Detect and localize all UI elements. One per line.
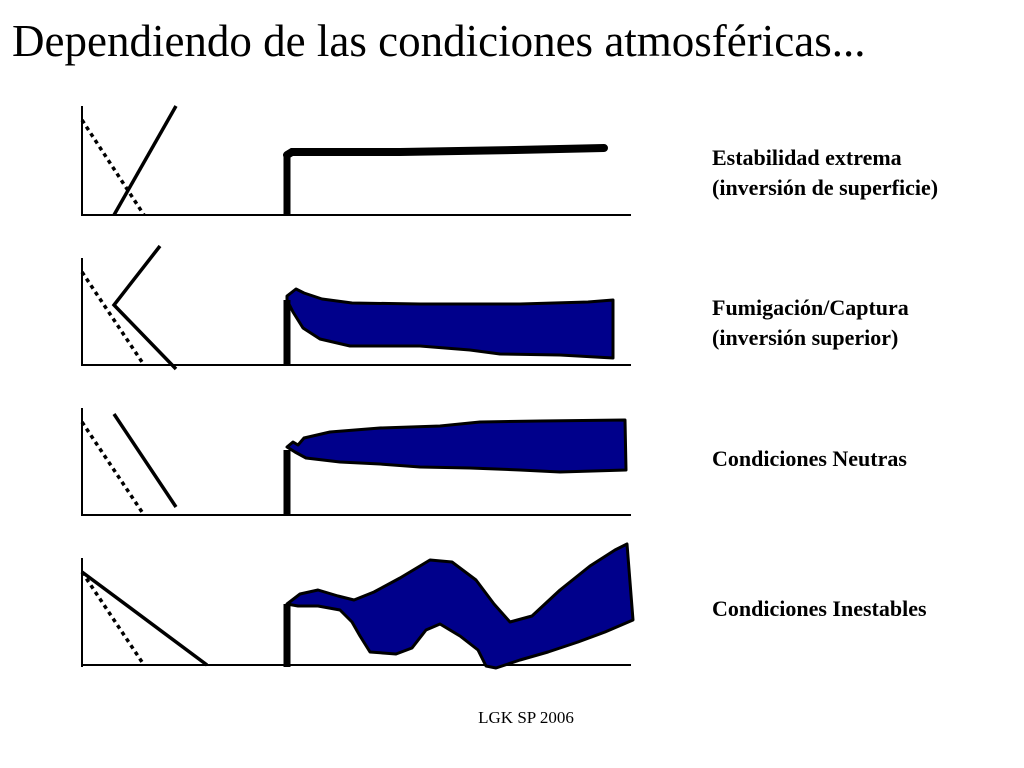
row-label-line: Condiciones Inestables <box>712 596 927 621</box>
adiabatic-lapse-line <box>80 421 146 516</box>
temperature-profile-axes <box>81 106 631 216</box>
row-label-fumigation-capture: Fumigación/Captura (inversión superior) <box>712 293 909 353</box>
adiabatic-lapse-line <box>80 119 146 216</box>
row-label-line: Fumigación/Captura <box>712 295 909 320</box>
row-label-line: (inversión de superficie) <box>712 175 939 200</box>
coning-plume <box>285 418 628 474</box>
temperature-profile-line <box>80 570 209 667</box>
temperature-profile-axes <box>81 408 631 516</box>
slide-footer: LGK SP 2006 <box>478 708 574 727</box>
temperature-profile-axes <box>81 558 631 667</box>
temperature-profile-line <box>112 413 178 508</box>
row-stability-extreme <box>80 105 631 216</box>
row-label-stability-extreme: Estabilidad extrema (inversión de superf… <box>712 143 938 203</box>
row-unstable <box>80 542 635 670</box>
temperature-profile-line <box>111 244 178 371</box>
adiabatic-lapse-line <box>80 271 146 366</box>
row-label-line: Estabilidad extrema <box>712 145 902 170</box>
fanning-plume <box>283 144 608 159</box>
looping-plume <box>285 542 635 670</box>
temperature-profile-line <box>112 105 178 216</box>
row-label-unstable: Condiciones Inestables <box>712 594 927 624</box>
fumigation-plume <box>285 287 615 360</box>
row-label-neutral: Condiciones Neutras <box>712 444 907 474</box>
row-neutral <box>80 408 631 516</box>
slide-title: Dependiendo de las condiciones atmosféri… <box>12 16 866 66</box>
row-label-line: (inversión superior) <box>712 325 899 350</box>
row-label-line: Condiciones Neutras <box>712 446 907 471</box>
adiabatic-lapse-line <box>80 571 146 666</box>
row-fumigation-capture <box>80 244 631 371</box>
